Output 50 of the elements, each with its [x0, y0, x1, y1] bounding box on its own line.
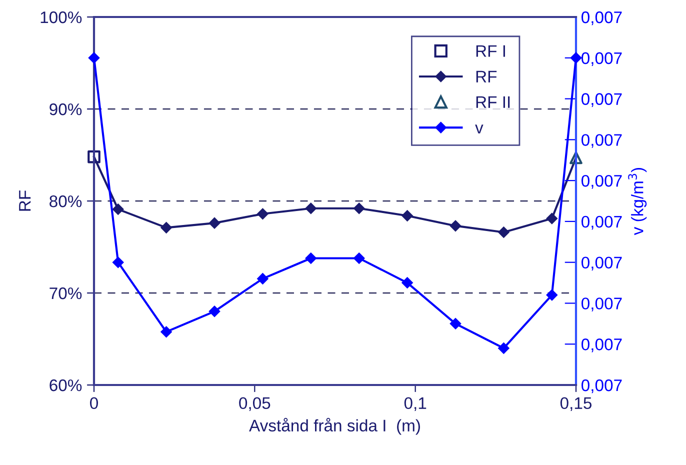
point: [570, 52, 582, 64]
x-tick-label: 0: [90, 397, 98, 410]
point: [402, 210, 413, 222]
y-tick-label: 60%: [50, 379, 82, 392]
point: [546, 289, 558, 301]
y2-tick-label: 0,007: [582, 174, 622, 189]
point: [257, 208, 268, 220]
legend-label: RF I: [476, 45, 505, 57]
point: [208, 306, 220, 318]
y2-tick-label: 0,007: [582, 216, 622, 230]
y2-tick-label: 0,007: [582, 256, 622, 271]
point: [546, 212, 558, 224]
point: [88, 150, 100, 164]
y2-axis-title: v (kg/m$^{3}$): [628, 168, 647, 236]
point: [112, 204, 124, 215]
legend-label: v: [475, 124, 484, 134]
point: [112, 256, 124, 268]
point: [88, 52, 100, 64]
y-tick-label: 100%: [40, 11, 82, 24]
y-tick-label: 80%: [50, 195, 82, 208]
y2-tick-label: 0,007: [582, 11, 622, 26]
y2-tick-label: 0,007: [582, 298, 622, 312]
y-tick-label: 90%: [50, 103, 82, 116]
point: [498, 226, 510, 238]
legend-label: RF II: [476, 96, 510, 108]
point: [353, 202, 365, 214]
x-tick-label: 0,05: [239, 397, 270, 412]
point: [160, 326, 172, 338]
y2-tick-label: 0,007: [582, 93, 622, 107]
y-axis-title: RF: [19, 190, 31, 211]
x-tick-label: 0,1: [404, 397, 426, 412]
point: [450, 318, 462, 330]
x-tick-label: 0,15: [560, 397, 592, 412]
point: [305, 202, 317, 214]
y2-tick-label: 0,007: [582, 379, 622, 394]
point: [208, 217, 220, 229]
point: [257, 273, 268, 284]
point: [570, 151, 582, 164]
point: [353, 252, 365, 264]
y2-tick-label: 0,007: [582, 134, 622, 148]
x-axis-title: Avstånd från sida I (m): [249, 418, 420, 435]
point: [402, 277, 413, 288]
legend-label: RF: [476, 70, 497, 82]
point: [160, 222, 172, 234]
y2-tick-label: 0,007: [582, 52, 622, 66]
y2-tick-label: 0,007: [582, 338, 622, 352]
point: [305, 252, 317, 264]
point: [450, 220, 462, 232]
point: [498, 342, 510, 354]
y-tick-label: 70%: [50, 287, 82, 300]
